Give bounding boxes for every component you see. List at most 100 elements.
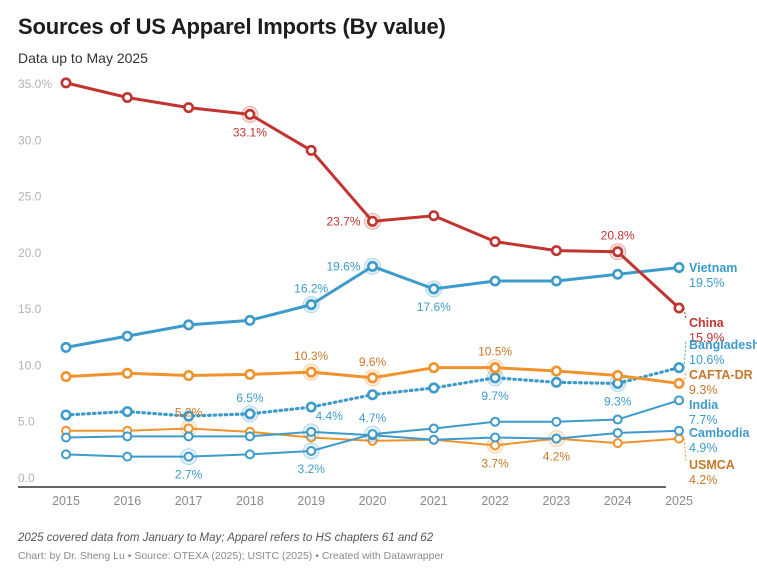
data-point[interactable] (612, 246, 624, 258)
x-tick-label: 2020 (359, 494, 387, 508)
data-point[interactable] (60, 409, 72, 421)
series-layer (60, 77, 685, 466)
data-point[interactable] (550, 245, 562, 257)
legend-value-india: 7.7% (689, 413, 718, 427)
data-label: 9.6% (359, 355, 387, 369)
legend-value-vietnam: 19.5% (689, 276, 724, 290)
data-point[interactable] (183, 319, 195, 331)
data-point[interactable] (550, 275, 562, 287)
legend-value-china: 15.9% (689, 331, 724, 345)
data-point[interactable] (366, 260, 378, 272)
data-point[interactable] (183, 102, 195, 114)
data-point[interactable] (244, 449, 255, 460)
data-point[interactable] (244, 368, 256, 380)
data-point[interactable] (550, 365, 562, 377)
data-point[interactable] (551, 416, 562, 427)
data-point[interactable] (612, 427, 623, 438)
data-point[interactable] (674, 395, 684, 406)
x-tick-label: 2023 (542, 494, 570, 508)
source-credit: Chart: by Dr. Sheng Lu • Source: OTEXA (… (18, 550, 444, 562)
data-point[interactable] (121, 367, 133, 379)
data-point[interactable] (121, 406, 133, 418)
data-point[interactable] (60, 371, 72, 383)
data-label: 6.5% (236, 391, 264, 405)
data-label: 4.7% (359, 411, 387, 425)
data-point[interactable] (489, 372, 501, 384)
data-point[interactable] (428, 423, 439, 434)
data-point[interactable] (673, 362, 685, 374)
data-point[interactable] (612, 438, 623, 449)
data-point[interactable] (673, 377, 685, 389)
data-label: 2.7% (175, 468, 203, 482)
data-point[interactable] (305, 366, 317, 378)
data-label: 33.1% (233, 125, 267, 139)
data-point[interactable] (674, 433, 684, 444)
y-axis: 0.0 5.0 10.0 15.0 20.0 25.0 30.0 35.0% (18, 77, 52, 485)
data-point[interactable] (428, 210, 440, 222)
y-tick-label: 25.0 (18, 190, 42, 204)
data-point[interactable] (244, 431, 255, 442)
x-tick-label: 2018 (236, 494, 264, 508)
data-point[interactable] (121, 92, 133, 104)
legend-value-usmca: 4.2% (689, 473, 718, 487)
data-point[interactable] (673, 261, 685, 273)
data-point[interactable] (183, 431, 194, 442)
data-point[interactable] (673, 302, 685, 314)
label-connector (683, 370, 687, 384)
data-point[interactable] (612, 268, 624, 280)
data-label: 9.3% (604, 394, 632, 408)
series-bangladesh (60, 362, 685, 423)
data-point[interactable] (674, 425, 684, 436)
data-point[interactable] (244, 314, 256, 326)
y-tick-label: 5.0 (18, 415, 35, 429)
data-point[interactable] (122, 431, 133, 442)
data-label: 17.6% (417, 300, 451, 314)
chart-subtitle: Data up to May 2025 (18, 50, 148, 66)
data-point[interactable] (428, 434, 439, 445)
data-point[interactable] (122, 451, 133, 462)
data-point[interactable] (366, 389, 378, 401)
data-point[interactable] (612, 414, 623, 425)
data-point[interactable] (489, 275, 501, 287)
data-point[interactable] (489, 362, 501, 374)
data-point[interactable] (490, 416, 501, 427)
annotation-layer: 33.1% 23.7% 20.8% 16.2% 19.6% 17.6% 6.5% 9.7% 9.… (175, 125, 635, 481)
series-india (61, 395, 684, 466)
data-point[interactable] (183, 410, 195, 422)
data-point[interactable] (183, 451, 194, 462)
data-point[interactable] (366, 372, 378, 384)
x-tick-label: 2019 (297, 494, 325, 508)
x-tick-label: 2016 (113, 494, 141, 508)
data-point[interactable] (61, 449, 71, 460)
data-point[interactable] (306, 426, 317, 437)
legend-value-bangladesh: 10.6% (689, 353, 724, 367)
data-point[interactable] (490, 440, 501, 451)
data-point[interactable] (244, 108, 256, 120)
data-point[interactable] (305, 299, 317, 311)
data-point[interactable] (428, 382, 440, 394)
data-point[interactable] (551, 433, 562, 444)
data-point[interactable] (305, 144, 317, 156)
x-tick-label: 2017 (175, 494, 203, 508)
data-point[interactable] (612, 370, 624, 382)
data-point[interactable] (60, 77, 72, 89)
data-point[interactable] (61, 432, 71, 443)
data-point[interactable] (367, 429, 378, 440)
data-point[interactable] (183, 423, 194, 434)
data-point[interactable] (490, 432, 501, 443)
data-label: 16.2% (294, 282, 328, 296)
data-point[interactable] (306, 445, 317, 456)
data-point[interactable] (244, 408, 256, 420)
data-point[interactable] (550, 376, 562, 388)
data-point[interactable] (183, 370, 195, 382)
data-point[interactable] (60, 341, 72, 353)
data-label: 4.2% (543, 450, 571, 464)
data-point[interactable] (121, 330, 133, 342)
y-tick-label: 15.0 (18, 302, 42, 316)
data-point[interactable] (428, 362, 440, 374)
data-point[interactable] (366, 215, 378, 227)
data-point[interactable] (305, 401, 317, 413)
data-point[interactable] (428, 283, 440, 295)
data-point[interactable] (489, 236, 501, 248)
